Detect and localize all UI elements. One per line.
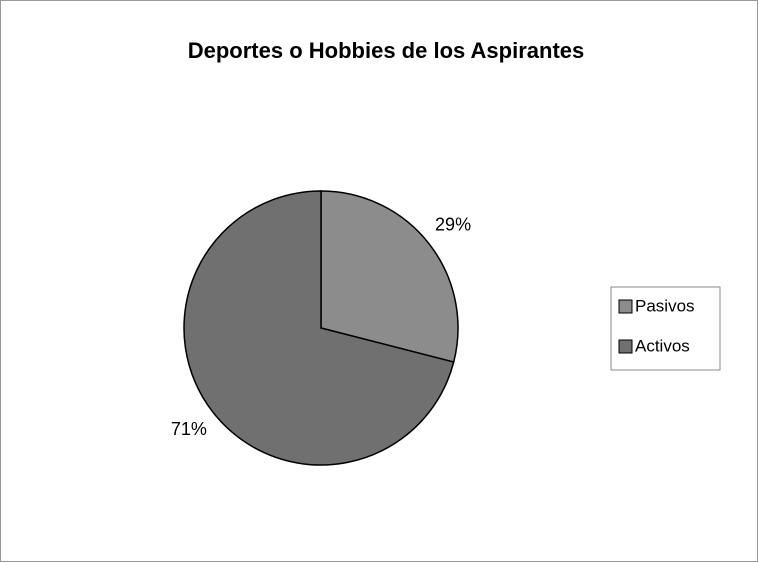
data-label: 71%	[171, 419, 207, 439]
data-label: 29%	[435, 214, 471, 234]
legend-label: Activos	[635, 336, 690, 355]
pie-slice	[183, 190, 455, 466]
pie-slice	[320, 190, 459, 363]
legend-swatch	[618, 299, 633, 314]
legend-label: Pasivos	[635, 296, 695, 315]
legend-swatch	[618, 339, 633, 354]
chart-title: Deportes o Hobbies de los Aspirantes	[188, 38, 585, 63]
